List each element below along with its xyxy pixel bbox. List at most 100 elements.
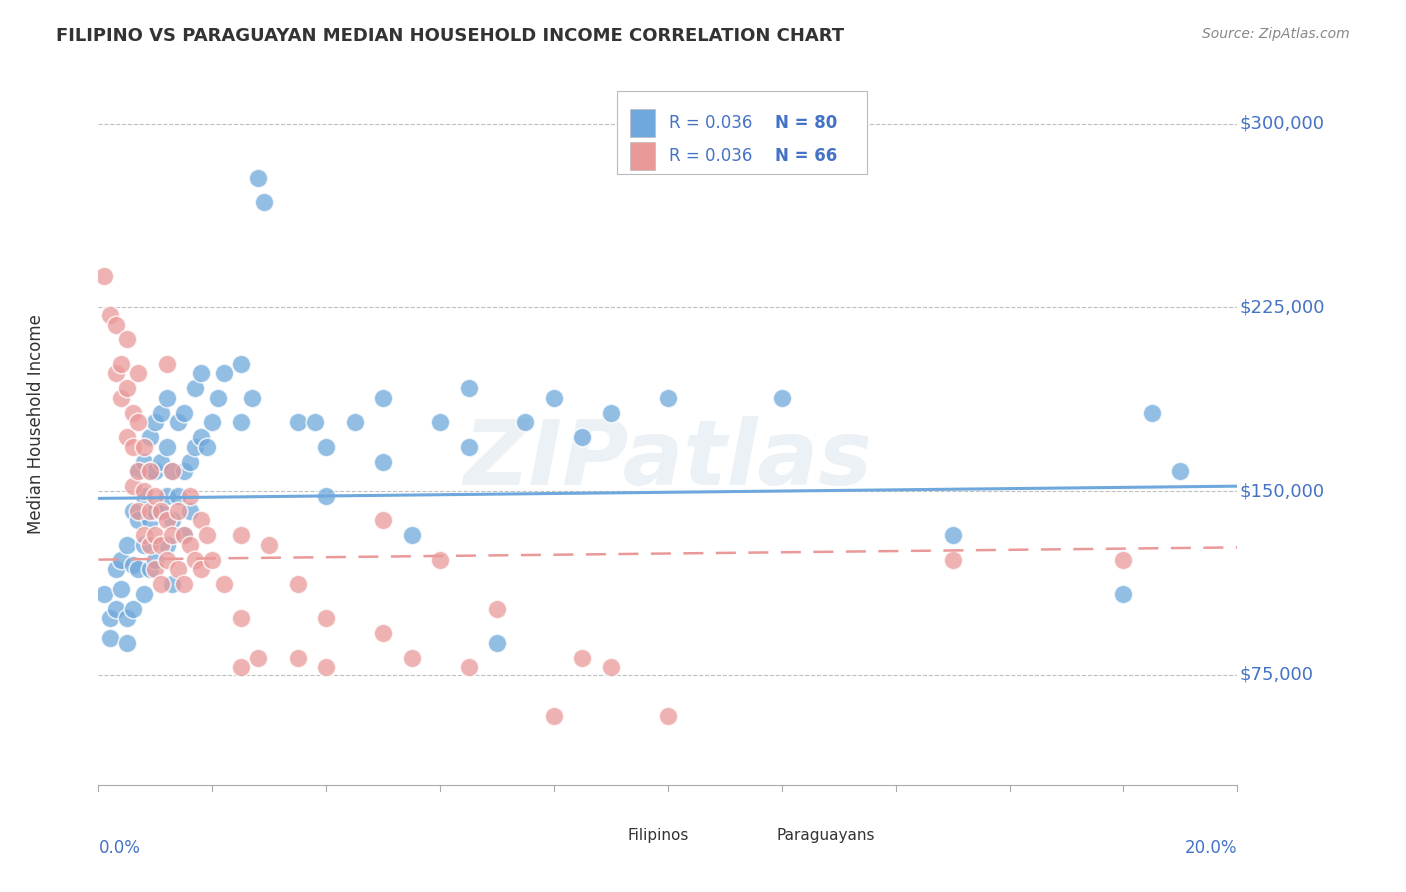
Point (190, 562, 212, 576)
Point (127, 465, 149, 479)
Point (486, 636, 509, 650)
Point (156, 357, 179, 371)
Point (190, 367, 212, 381)
Point (104, 601, 127, 615)
Point (229, 528, 252, 542)
Point (121, 406, 143, 420)
Point (246, 650, 269, 665)
Point (104, 318, 127, 332)
Text: R = 0.036: R = 0.036 (669, 147, 752, 165)
Point (942, 552, 965, 566)
Point (132, 587, 155, 601)
Point (543, 709, 565, 723)
Point (173, 577, 195, 591)
Point (132, 538, 155, 552)
Point (515, 416, 537, 430)
Point (121, 503, 143, 517)
Point (115, 611, 138, 625)
Point (115, 381, 138, 395)
Point (1112, 552, 1135, 566)
Point (121, 440, 143, 454)
Point (127, 513, 149, 527)
Point (173, 465, 195, 479)
Point (457, 381, 479, 395)
Point (190, 513, 212, 527)
Point (138, 465, 160, 479)
Point (162, 513, 184, 527)
Point (167, 503, 190, 517)
Point (212, 367, 235, 381)
Point (156, 440, 179, 454)
Point (115, 332, 138, 346)
Text: 0.0%: 0.0% (98, 838, 141, 857)
Text: $150,000: $150,000 (1240, 482, 1324, 500)
Point (156, 538, 179, 552)
Point (127, 367, 149, 381)
Point (571, 430, 593, 444)
Point (179, 489, 201, 503)
Point (173, 528, 195, 542)
Point (167, 416, 190, 430)
Point (110, 391, 132, 405)
Point (373, 626, 395, 640)
Point (173, 406, 195, 420)
Point (184, 440, 207, 454)
FancyBboxPatch shape (617, 91, 868, 175)
Point (145, 552, 167, 566)
Point (127, 465, 149, 479)
Point (486, 601, 509, 615)
Point (287, 416, 309, 430)
Point (429, 552, 451, 566)
Text: Paraguayans: Paraguayans (776, 829, 875, 843)
Point (127, 503, 149, 517)
Point (942, 528, 965, 542)
Point (1112, 587, 1135, 601)
Point (373, 513, 395, 527)
Point (150, 503, 173, 517)
Point (115, 636, 138, 650)
Point (401, 528, 423, 542)
Point (138, 503, 160, 517)
Point (93, 268, 115, 283)
Point (373, 455, 395, 469)
FancyBboxPatch shape (630, 109, 655, 136)
Point (259, 538, 281, 552)
Point (145, 465, 167, 479)
Point (179, 503, 201, 517)
Point (600, 660, 623, 674)
Point (121, 601, 143, 615)
Point (457, 660, 479, 674)
Point (571, 650, 593, 665)
Point (98, 308, 121, 322)
Point (167, 562, 190, 576)
Point (115, 538, 138, 552)
Point (150, 406, 173, 420)
Point (162, 528, 184, 542)
Point (179, 538, 201, 552)
Text: N = 80: N = 80 (775, 114, 837, 132)
Text: 20.0%: 20.0% (1185, 838, 1237, 857)
Point (657, 391, 679, 405)
Point (132, 528, 155, 542)
Point (1170, 465, 1192, 479)
Point (304, 416, 326, 430)
Point (110, 357, 132, 371)
Point (138, 538, 160, 552)
Text: N = 66: N = 66 (775, 147, 837, 165)
Point (132, 440, 155, 454)
Point (138, 430, 160, 444)
Point (127, 562, 149, 576)
Point (240, 391, 263, 405)
Point (770, 391, 793, 405)
Point (127, 416, 149, 430)
Point (195, 528, 218, 542)
Point (173, 528, 195, 542)
Point (121, 479, 143, 493)
Point (207, 391, 229, 405)
Point (162, 465, 184, 479)
Point (145, 416, 167, 430)
Text: $300,000: $300,000 (1240, 115, 1324, 133)
Point (145, 528, 167, 542)
Point (121, 558, 143, 572)
FancyBboxPatch shape (599, 814, 623, 839)
